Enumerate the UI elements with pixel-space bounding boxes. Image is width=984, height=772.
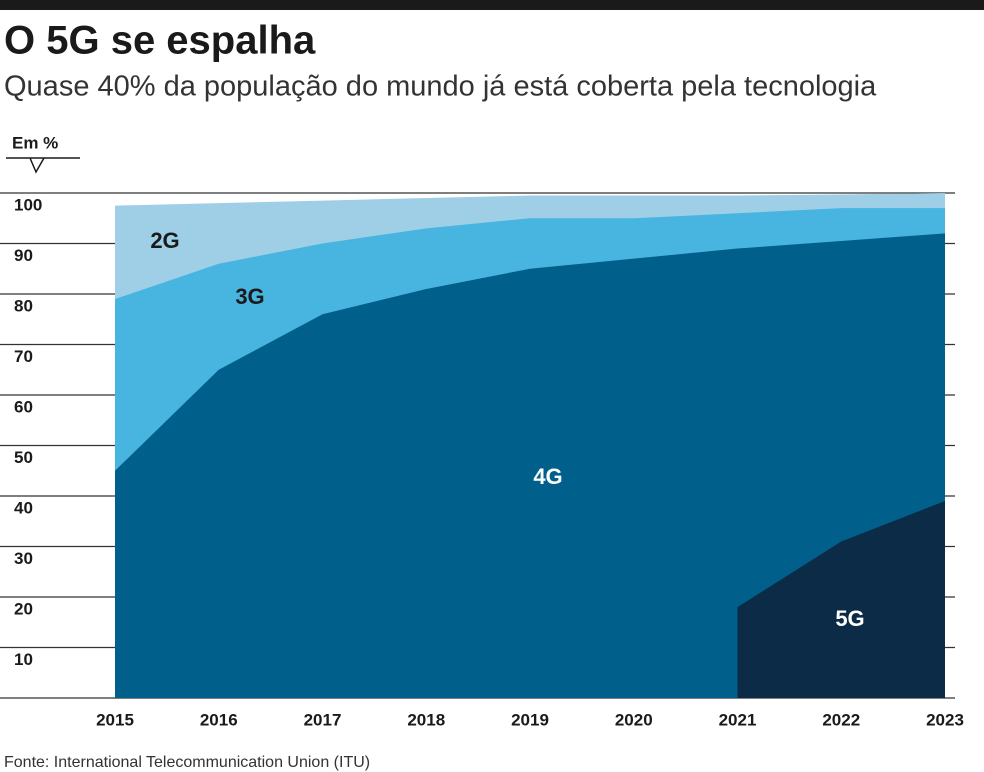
y-tick-label: 70 (14, 347, 33, 366)
y-tick-label: 20 (14, 599, 33, 618)
source: Fonte: International Telecommunication U… (4, 754, 370, 771)
x-tick-label: 2022 (822, 710, 860, 729)
series-label: 4G (533, 464, 562, 489)
y-tick-label: 100 (14, 195, 42, 214)
label-pointer (6, 157, 80, 174)
x-tick-label: 2018 (407, 710, 445, 729)
x-tick-label: 2017 (304, 710, 342, 729)
y-tick-label: 80 (14, 296, 33, 315)
y-tick-label: 60 (14, 397, 33, 416)
y-tick-label: 30 (14, 549, 33, 568)
y-axis-label: Em % (12, 133, 58, 152)
x-tick-label: 2021 (719, 710, 757, 729)
series-label: 3G (235, 284, 264, 309)
y-tick-label: 50 (14, 448, 33, 467)
y-tick-label: 40 (14, 498, 33, 517)
series-label: 5G (835, 606, 864, 631)
x-tick-label: 2019 (511, 710, 549, 729)
area (737, 501, 945, 698)
area (115, 233, 945, 698)
x-tick-label: 2015 (96, 710, 134, 729)
x-tick-label: 2020 (615, 710, 653, 729)
chart-subtitle: Quase 40% da população do mundo já está … (4, 71, 877, 103)
x-tick-label: 2023 (926, 710, 964, 729)
y-tick-label: 10 (14, 650, 33, 669)
chart-title: O 5G se espalha (4, 19, 316, 63)
series-label: 2G (150, 228, 179, 253)
x-tick-label: 2016 (200, 710, 238, 729)
y-tick-label: 90 (14, 246, 33, 265)
top-bar (0, 0, 984, 10)
